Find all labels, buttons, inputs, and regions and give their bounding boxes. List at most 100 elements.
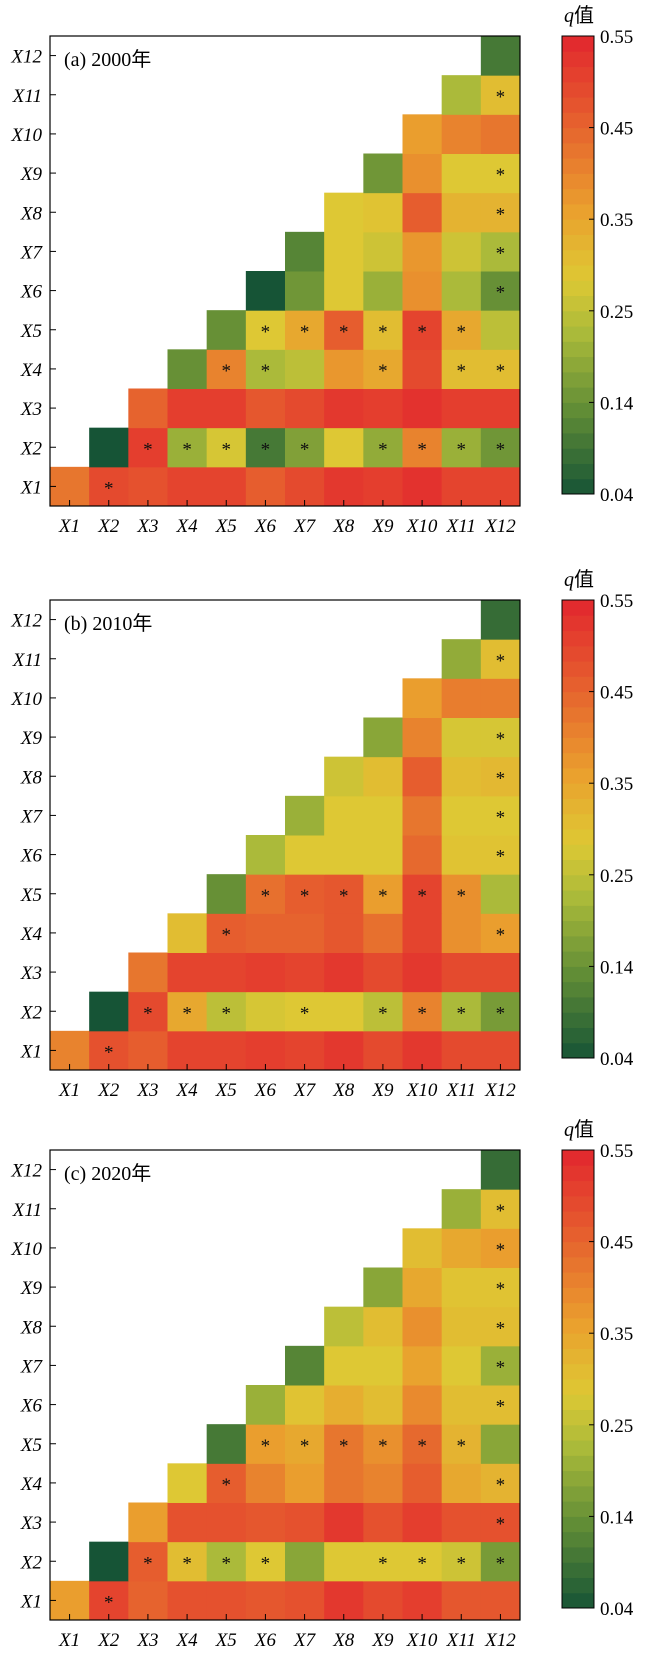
heatmap-cell [324,756,364,797]
x-tick-label: X2 [97,1630,120,1651]
heatmap-cell [480,75,521,115]
significance-star: * [496,204,506,225]
heatmap-cell [206,310,247,350]
heatmap-cell [402,1502,443,1543]
heatmap-cell [206,1580,247,1621]
heatmap-cell [480,427,521,468]
colorbar-segment [562,1241,594,1258]
heatmap-cell [245,1580,286,1621]
heatmap-cell [206,1541,247,1582]
heatmap-cell [245,913,286,953]
colorbar-tick-label: 0.14 [600,393,634,414]
significance-star: * [378,1553,388,1574]
heatmap-cell [480,153,521,194]
heatmap-cell [285,1580,325,1621]
colorbar-segment [562,798,594,815]
heatmap-cell [245,466,286,507]
heatmap-cell [441,231,482,272]
colorbar-segment [562,219,594,235]
heatmap-cell [480,310,521,350]
x-tick-label: X5 [215,1080,237,1101]
x-tick-label: X1 [58,1630,80,1651]
heatmap-cell [206,1030,247,1071]
heatmap-cell [480,835,521,875]
heatmap-cell [402,913,443,953]
heatmap-cell [363,1463,403,1503]
heatmap-cell [441,952,482,993]
heatmap-cell [441,835,482,875]
colorbar-segment [562,1165,594,1182]
heatmap-cell [245,310,286,350]
colorbar-segment [562,996,594,1013]
heatmap-cell [480,639,521,679]
heatmap-cell [285,388,325,429]
heatmap-cell [402,114,443,154]
heatmap-cell [285,1541,325,1582]
colorbar-segment [562,1195,594,1212]
heatmap-cell [324,1030,364,1071]
heatmap-cell [402,835,443,875]
significance-star: * [104,1042,114,1063]
heatmap-cell [402,952,443,993]
heatmap-cell [206,388,247,429]
colorbar-frame [561,1149,595,1609]
significance-star: * [378,886,388,907]
heatmap-cell [285,271,325,311]
colorbar-segment [562,920,594,937]
heatmap-cell [480,36,521,76]
y-tick-label: X8 [20,767,43,788]
colorbar-segment [562,158,594,174]
heatmap-cell [441,75,482,115]
significance-star: * [378,439,388,460]
heatmap-cell [89,427,129,468]
colorbar-segment [562,112,594,129]
heatmap-cell [206,427,247,468]
heatmap-cell [128,1502,168,1543]
heatmap-cell [363,1541,403,1582]
heatmap-cell [206,349,247,389]
heatmap-cell [324,1463,364,1503]
significance-star: * [417,1436,427,1457]
heatmap-panel-1: * * * * * * * * * * * * * * * * * * * * * * * * * * (a) 2000年 X1 X2 X… [10,4,633,537]
significance-star: * [300,1436,310,1457]
significance-star: * [417,886,427,907]
heatmap-cell [245,874,286,914]
colorbar-segment [562,448,594,464]
heatmap-cell [363,466,403,507]
x-tick-label: X9 [371,1080,394,1101]
colorbar-segment [562,127,594,144]
y-tick-label: X5 [20,321,42,342]
heatmap-cell [480,231,521,272]
significance-star: * [339,1436,349,1457]
y-tick-label: X7 [20,1356,44,1377]
heatmap-cell [402,427,443,468]
significance-star: * [496,283,506,304]
significance-star: * [496,1397,506,1418]
heatmap-cell [480,1385,521,1425]
y-tick-label: X2 [20,1552,43,1573]
x-tick-label: X11 [446,516,476,537]
colorbar-tick-label: 0.04 [600,485,634,506]
colorbar-segment [562,1577,594,1594]
colorbar-tick-label: 0.45 [600,119,633,140]
colorbar-frame [561,599,595,1059]
heatmap-cell [441,388,482,429]
heatmap-cell [167,991,208,1032]
significance-star: * [457,886,467,907]
heatmap-cell [480,1228,521,1268]
colorbar-segment [562,417,594,434]
heatmap-cell [363,1502,403,1543]
heatmap-cell [480,114,521,154]
heatmap-cell [480,1345,521,1386]
y-tick-label: X3 [20,399,42,420]
colorbar-tick-label: 0.55 [600,591,633,612]
x-tick-label: X12 [484,1630,516,1651]
y-tick-label: X4 [20,360,43,381]
significance-star: * [496,1240,506,1261]
heatmap-cell [480,913,521,953]
heatmap-cell [128,1030,168,1071]
heatmap-cell [402,756,443,797]
heatmap-cell [206,1463,247,1503]
heatmap-cell [167,1580,208,1621]
x-tick-label: X12 [484,1080,516,1101]
